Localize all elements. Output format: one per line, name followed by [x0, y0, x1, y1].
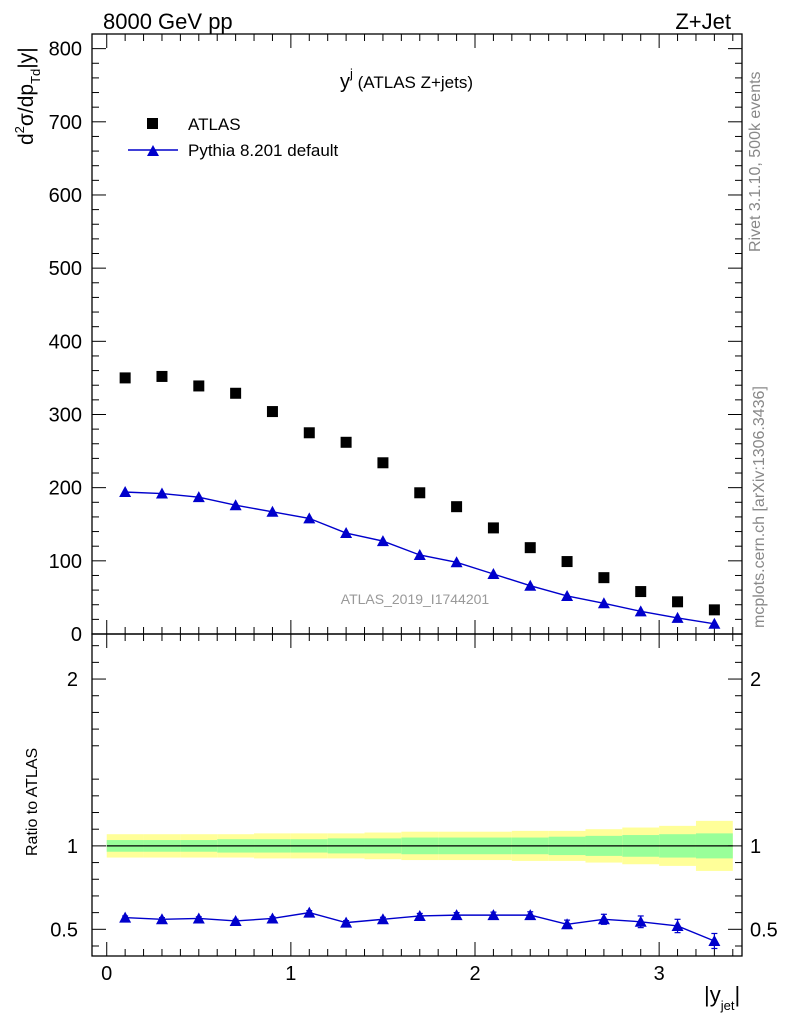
ratio-y-tick-label: 0.5: [50, 919, 78, 941]
atlas-point: [635, 586, 647, 598]
main-y-tick-label: 400: [49, 331, 82, 353]
legend-label-pythia: Pythia 8.201 default: [188, 141, 339, 160]
ratio-point: [266, 912, 279, 924]
ratio-point: [524, 909, 537, 921]
pythia-point: [119, 486, 132, 498]
ratio-point: [229, 914, 242, 926]
pythia-point: [597, 597, 610, 609]
x-tick-label: 1: [285, 963, 296, 985]
atlas-point: [230, 387, 242, 399]
main-y-tick-label: 700: [49, 112, 82, 134]
rivet-label: Rivet 3.1.10, 500k events: [747, 71, 764, 252]
pythia-point: [266, 505, 279, 517]
pythia-point: [708, 617, 721, 629]
ratio-y-tick-label-right: 2: [750, 669, 761, 691]
legend: ATLAS Pythia 8.201 default: [128, 115, 339, 160]
ratio-point: [597, 913, 610, 925]
ratio-point: [487, 909, 500, 921]
main-y-tick-label: 300: [49, 404, 82, 426]
header-right: Z+Jet: [675, 9, 731, 34]
xlabel: |yjet|: [704, 982, 740, 1013]
header-left: 8000 GeV pp: [103, 9, 233, 34]
plot-title: yj (ATLAS Z+jets): [340, 66, 473, 93]
atlas-point: [303, 427, 315, 439]
ratio-y-tick-label: 1: [67, 836, 78, 858]
atlas-point: [414, 487, 426, 499]
pythia-point: [376, 535, 389, 547]
ratio-point: [708, 934, 721, 946]
atlas-point: [119, 372, 131, 384]
atlas-point: [451, 501, 463, 513]
pythia-point: [450, 556, 463, 568]
legend-marker-atlas: [147, 118, 158, 129]
ratio-point: [671, 919, 684, 931]
ratio-point: [303, 906, 316, 918]
pythia-point: [413, 548, 426, 560]
atlas-point: [598, 572, 610, 584]
pythia-point: [340, 527, 353, 539]
ratio-point: [340, 916, 353, 928]
ratio-point: [155, 913, 168, 925]
main-ylabel: d2σ/dpTd|y|: [12, 47, 43, 145]
main-y-tick-label: 0: [71, 624, 82, 646]
ratio-point: [634, 915, 647, 927]
ratio-uncertainty-bands: [106, 820, 733, 871]
ratio-panel-series: [119, 906, 721, 950]
pythia-point: [155, 487, 168, 499]
atlas-point: [561, 556, 573, 568]
legend-label-atlas: ATLAS: [188, 115, 241, 134]
x-tick-label: 0: [101, 963, 112, 985]
main-y-tick-label: 800: [49, 39, 82, 61]
atlas-point: [487, 522, 499, 534]
mcplots-label: mcplots.cern.ch [arXiv:1306.3436]: [751, 386, 768, 628]
pythia-point: [634, 605, 647, 617]
atlas-point: [524, 542, 536, 554]
pythia-point: [487, 568, 500, 579]
main-panel-series: [119, 370, 721, 629]
ratio-y-tick-label: 2: [67, 669, 78, 691]
main-y-tick-label: 100: [49, 551, 82, 573]
atlas-point: [708, 604, 720, 616]
main-y-tick-label: 200: [49, 478, 82, 500]
ratio-y-tick-label-right: 0.5: [750, 919, 778, 941]
analysis-watermark: ATLAS_2019_I1744201: [341, 591, 490, 607]
ratio-point: [192, 912, 205, 924]
pythia-point: [192, 491, 205, 503]
ratio-ylabel: Ratio to ATLAS: [24, 748, 41, 856]
main-panel-axes: 0 100 200 300 400 500 600 700 800: [49, 33, 743, 646]
pythia-point: [561, 589, 574, 601]
x-tick-label: 2: [469, 963, 480, 985]
ratio-panel-axes: 0 1 2 3 0.5 0.5 1 1 2 2: [50, 633, 778, 985]
pythia-point: [229, 499, 242, 511]
x-tick-label: 3: [654, 963, 665, 985]
main-y-tick-label: 600: [49, 185, 82, 207]
main-y-tick-label: 500: [49, 258, 82, 280]
atlas-point: [340, 436, 352, 448]
ratio-point: [376, 913, 389, 925]
pythia-point: [524, 579, 537, 591]
ratio-panel-frame: [91, 633, 743, 957]
ratio-point: [450, 909, 463, 921]
pythia-point: [303, 512, 316, 524]
atlas-point: [193, 380, 205, 392]
atlas-point: [672, 596, 684, 608]
ratio-y-tick-label-right: 1: [750, 836, 761, 858]
legend-marker-pythia: [147, 145, 159, 156]
atlas-point: [377, 457, 389, 469]
ratio-point: [119, 911, 132, 923]
ratio-point: [561, 918, 574, 930]
ratio-point: [413, 909, 426, 921]
atlas-point: [156, 370, 168, 382]
atlas-point: [266, 406, 278, 418]
pythia-point: [671, 611, 684, 623]
